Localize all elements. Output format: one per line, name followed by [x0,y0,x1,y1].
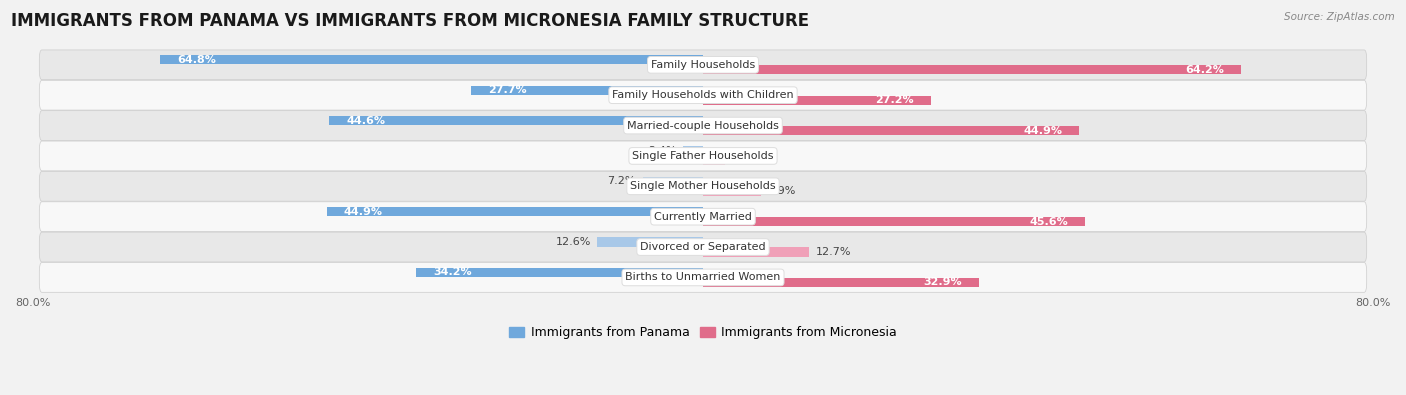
FancyBboxPatch shape [39,232,1367,262]
Text: 27.7%: 27.7% [488,85,526,95]
Bar [703,126,1080,135]
FancyBboxPatch shape [39,263,1367,292]
Text: Divorced or Separated: Divorced or Separated [640,242,766,252]
Bar [329,116,703,125]
Text: Births to Unmarried Women: Births to Unmarried Women [626,273,780,282]
Bar [703,65,1241,74]
Bar [160,55,703,64]
Text: 27.2%: 27.2% [876,95,914,105]
Text: 44.6%: 44.6% [346,116,385,126]
Text: 2.6%: 2.6% [731,156,759,166]
Bar [703,96,931,105]
Bar [598,237,703,246]
Text: Source: ZipAtlas.com: Source: ZipAtlas.com [1284,12,1395,22]
Text: IMMIGRANTS FROM PANAMA VS IMMIGRANTS FROM MICRONESIA FAMILY STRUCTURE: IMMIGRANTS FROM PANAMA VS IMMIGRANTS FRO… [11,12,810,30]
Text: 34.2%: 34.2% [433,267,472,277]
FancyBboxPatch shape [39,202,1367,231]
FancyBboxPatch shape [39,50,1367,80]
Text: 12.7%: 12.7% [815,247,852,257]
Bar [703,187,761,196]
Text: 64.8%: 64.8% [177,55,215,65]
Text: 7.2%: 7.2% [607,176,636,186]
Text: Single Mother Households: Single Mother Households [630,181,776,191]
Text: 45.6%: 45.6% [1029,217,1069,227]
FancyBboxPatch shape [39,111,1367,141]
Text: Family Households with Children: Family Households with Children [612,90,794,100]
Text: 44.9%: 44.9% [1024,126,1063,135]
FancyBboxPatch shape [39,80,1367,110]
Bar [703,278,979,287]
Text: Family Households: Family Households [651,60,755,70]
Bar [703,248,810,257]
Bar [703,156,724,166]
Text: Married-couple Households: Married-couple Households [627,120,779,131]
Bar [326,207,703,216]
Bar [703,217,1085,226]
Text: 32.9%: 32.9% [924,277,962,288]
Legend: Immigrants from Panama, Immigrants from Micronesia: Immigrants from Panama, Immigrants from … [505,321,901,344]
Text: 6.9%: 6.9% [768,186,796,196]
Bar [643,177,703,186]
Bar [683,147,703,156]
Bar [416,268,703,277]
Text: 2.4%: 2.4% [648,146,676,156]
Text: 44.9%: 44.9% [343,207,382,217]
FancyBboxPatch shape [39,171,1367,201]
Text: 12.6%: 12.6% [555,237,591,247]
FancyBboxPatch shape [39,141,1367,171]
Text: 64.2%: 64.2% [1185,65,1225,75]
Text: Currently Married: Currently Married [654,212,752,222]
Bar [471,86,703,95]
Text: Single Father Households: Single Father Households [633,151,773,161]
